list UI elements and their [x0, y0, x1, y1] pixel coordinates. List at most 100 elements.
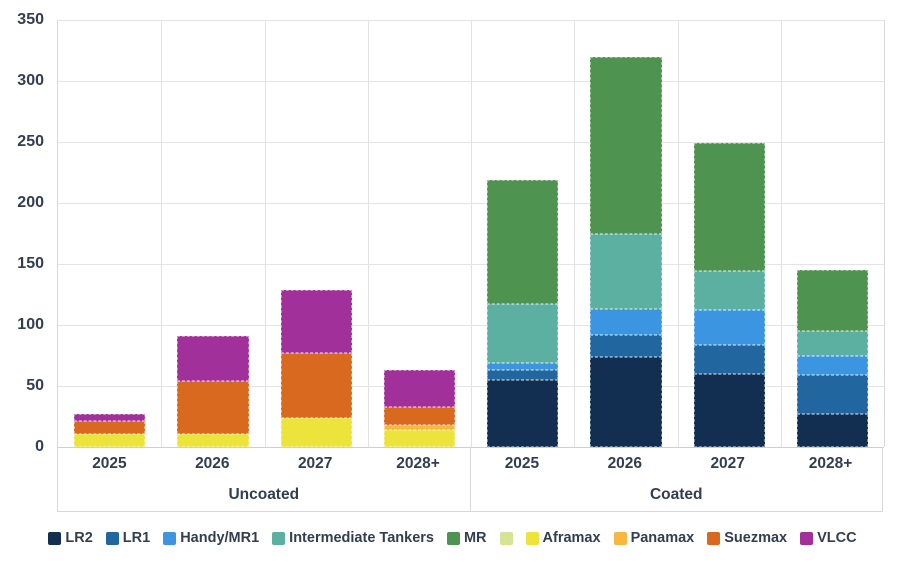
legend-swatch-icon	[525, 531, 539, 545]
bar-segment-vlcc	[74, 414, 146, 422]
legend-item-label: LR2	[65, 530, 93, 546]
bar-segment-lr2	[796, 414, 868, 447]
bar-segment-aframax	[280, 417, 352, 447]
year-label: 2028+	[808, 454, 853, 472]
legend-item-mr[interactable]: MR	[446, 530, 487, 546]
x-axis-band: 2025 2026 2027 2028+ Uncoated 2025 2026 …	[57, 447, 883, 512]
bar-segment-handy-mr1	[796, 355, 868, 376]
gridline-vertical	[264, 20, 266, 447]
legend-swatch-icon	[272, 531, 286, 545]
y-axis-tick-label: 350	[17, 11, 44, 28]
legend-item-aframax[interactable]: Aframax	[525, 530, 601, 546]
bar-segment-mr	[590, 56, 662, 234]
y-axis-tick-label: 50	[26, 377, 44, 394]
gridline-vertical	[471, 20, 472, 447]
legend-swatch-icon	[163, 531, 177, 545]
legend-item-label: Intermediate Tankers	[289, 530, 434, 546]
bar-column-coated-2028-	[781, 20, 884, 447]
axis-group-coated: 2025 2026 2027 2028+ Coated	[469, 448, 883, 512]
legend-item-label: Handy/MR1	[180, 530, 260, 546]
legend-swatch-icon	[707, 531, 721, 545]
bar-segment-lr2	[590, 356, 662, 447]
bar-segment-vlcc	[280, 289, 352, 354]
legend-swatch-icon	[48, 531, 62, 545]
bar-segment-mr	[487, 179, 559, 305]
bar-column-uncoated-2028-	[368, 20, 471, 447]
axis-group-uncoated: 2025 2026 2027 2028+ Uncoated	[58, 448, 470, 511]
year-label: 2027	[710, 454, 745, 472]
y-axis-tick-label: 200	[17, 194, 44, 211]
legend-item-pattern[interactable]	[499, 531, 513, 545]
gridline-vertical	[574, 20, 576, 447]
bar-segment-lr1	[796, 375, 868, 415]
legend-item-vlcc[interactable]: VLCC	[800, 530, 857, 546]
bar-segment-lr2	[487, 379, 559, 447]
year-label: 2026	[607, 454, 643, 472]
legend: LR2 LR1 Handy/MR1 Intermediate Tankers MR Afr…	[0, 523, 905, 553]
y-axis-tick-label: 0	[35, 438, 44, 455]
y-axis: 0 50 100 150 200 250 300 350	[0, 0, 50, 567]
bar-segment-mr	[796, 270, 868, 332]
legend-swatch-icon	[613, 531, 627, 545]
gridline-vertical	[367, 20, 369, 447]
legend-item-suezmax[interactable]: Suezmax	[707, 530, 787, 546]
year-row-coated: 2025 2026 2027 2028+	[471, 448, 883, 480]
bar-segment-vlcc	[383, 370, 455, 407]
bar-segment-suezmax	[383, 406, 455, 426]
y-axis-tick-label: 300	[17, 72, 44, 89]
bar-segment-intermediate-tankers	[796, 331, 868, 356]
y-axis-tick-label: 250	[17, 133, 44, 150]
group-label-coated: Coated	[649, 486, 703, 504]
plot-area	[57, 20, 885, 448]
legend-item-label: MR	[463, 530, 487, 546]
year-label: 2025	[504, 454, 540, 472]
legend-item-label: Aframax	[542, 530, 601, 546]
legend-item-lr1[interactable]: LR1	[105, 530, 151, 546]
bar-segment-intermediate-tankers	[487, 304, 559, 363]
bar-column-coated-2025	[471, 20, 574, 447]
year-label: 2026	[195, 454, 230, 472]
bar-column-uncoated-2026	[161, 20, 264, 447]
gridline-vertical	[161, 20, 163, 447]
bar-column-coated-2026	[574, 20, 677, 447]
y-axis-tick-label: 100	[17, 316, 44, 333]
group-row-coated: Coated	[471, 480, 883, 512]
legend-item-label: Panamax	[630, 530, 695, 546]
year-label: 2025	[92, 454, 127, 472]
bar-segment-handy-mr1	[487, 362, 559, 371]
gridline-vertical	[677, 20, 679, 447]
legend-item-label: Suezmax	[724, 530, 788, 546]
legend-swatch-icon	[446, 531, 460, 545]
bar-column-uncoated-2025	[58, 20, 161, 447]
legend-item-panamax[interactable]: Panamax	[613, 530, 695, 546]
bar-segment-intermediate-tankers	[590, 233, 662, 310]
bar-segment-panamax	[383, 425, 455, 430]
bar-column-coated-2027	[678, 20, 781, 447]
bar-segment-lr1	[590, 334, 662, 357]
bar-segment-vlcc	[177, 336, 249, 382]
legend-swatch-icon	[105, 531, 119, 545]
y-axis-tick-label: 150	[17, 255, 44, 272]
legend-item-intermediate-tankers[interactable]: Intermediate Tankers	[272, 530, 434, 546]
gridline-vertical	[780, 20, 782, 447]
year-label: 2028+	[396, 454, 440, 472]
legend-item-lr2[interactable]: LR2	[48, 530, 93, 546]
bar-segment-aframax	[74, 433, 146, 447]
bar-segment-lr1	[487, 370, 559, 380]
legend-item-label: VLCC	[817, 530, 857, 546]
legend-item-label: LR1	[122, 530, 151, 546]
bar-columns	[58, 20, 884, 447]
bar-segment-aframax	[177, 433, 249, 447]
bar-segment-lr2	[693, 373, 765, 447]
year-label: 2027	[297, 454, 333, 472]
bar-segment-handy-mr1	[693, 310, 765, 345]
legend-swatch-icon	[800, 531, 814, 545]
bar-segment-lr1	[693, 344, 765, 374]
bar-column-uncoated-2027	[265, 20, 368, 447]
year-row-uncoated: 2025 2026 2027 2028+	[58, 448, 470, 480]
bar-segment-aframax	[383, 429, 455, 447]
legend-item-handy-mr1[interactable]: Handy/MR1	[163, 530, 259, 546]
group-row-uncoated: Uncoated	[58, 480, 470, 512]
bar-segment-intermediate-tankers	[693, 271, 765, 311]
